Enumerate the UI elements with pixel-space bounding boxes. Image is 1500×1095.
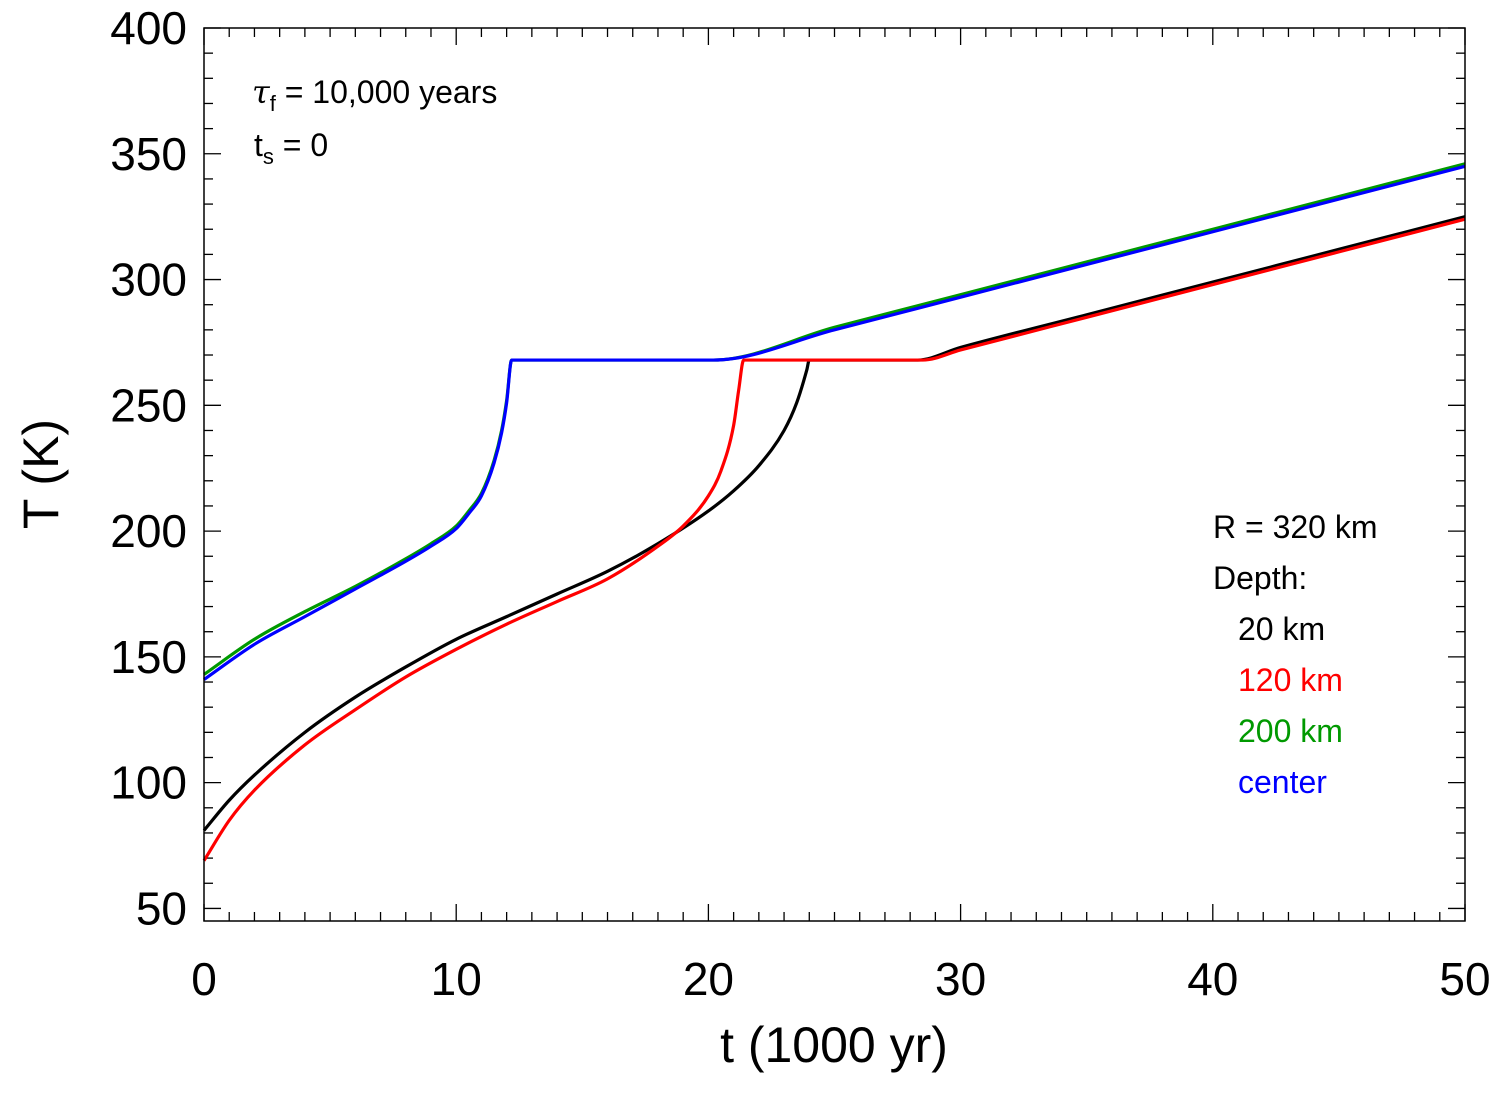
plot-frame — [203, 27, 1466, 922]
series-line-120-km — [202, 217, 1466, 862]
y-tick-label: 400 — [110, 2, 187, 54]
legend-entries: 20 km 120 km 200 km center — [1238, 611, 1343, 800]
legend-entry-120-km: 120 km — [1238, 662, 1343, 698]
series-line-200-km — [203, 162, 1466, 676]
y-tick-label: 200 — [110, 505, 187, 557]
y-tick-label: 150 — [110, 631, 187, 683]
annotation-ts: ts = 0 — [254, 127, 328, 169]
x-tick-label: 30 — [935, 953, 986, 1005]
series-line-center — [203, 164, 1466, 681]
annotation-tau-f: τf = 10,000 years — [252, 73, 497, 116]
ts-symbol: t — [254, 127, 263, 163]
y-tick-label: 350 — [110, 128, 187, 180]
x-tick-label: 50 — [1439, 953, 1490, 1005]
series-line-20-km — [202, 215, 1466, 832]
legend-radius: R = 320 km — [1213, 509, 1378, 545]
y-axis-title: T (K) — [13, 419, 69, 529]
x-axis-title: t (1000 yr) — [720, 1017, 948, 1073]
ts-subscript: s — [263, 144, 274, 169]
legend-entry-20-km: 20 km — [1238, 611, 1325, 647]
series-layer — [202, 162, 1466, 862]
y-tick-label: 100 — [110, 757, 187, 809]
y-tick-label: 250 — [110, 379, 187, 431]
x-tick-label: 40 — [1187, 953, 1238, 1005]
legend: R = 320 km Depth: 20 km 120 km 200 km cente… — [1213, 509, 1378, 800]
tau-value: = 10,000 years — [276, 74, 497, 110]
x-tick-label: 20 — [683, 953, 734, 1005]
legend-depth-heading: Depth: — [1213, 560, 1307, 596]
axis-tick-labels: 0 10 20 30 40 50 50 100 150 200 250 300 350 400 — [110, 2, 1490, 1005]
axis-ticks — [203, 27, 1466, 921]
x-tick-label: 10 — [431, 953, 482, 1005]
tau-subscript: f — [270, 91, 277, 116]
y-tick-label: 300 — [110, 254, 187, 306]
tau-symbol: τ — [252, 73, 271, 111]
legend-entry-center: center — [1238, 764, 1327, 800]
ts-value: = 0 — [274, 127, 328, 163]
x-tick-label: 0 — [191, 953, 217, 1005]
y-tick-label: 50 — [136, 882, 187, 934]
legend-entry-200-km: 200 km — [1238, 713, 1343, 749]
